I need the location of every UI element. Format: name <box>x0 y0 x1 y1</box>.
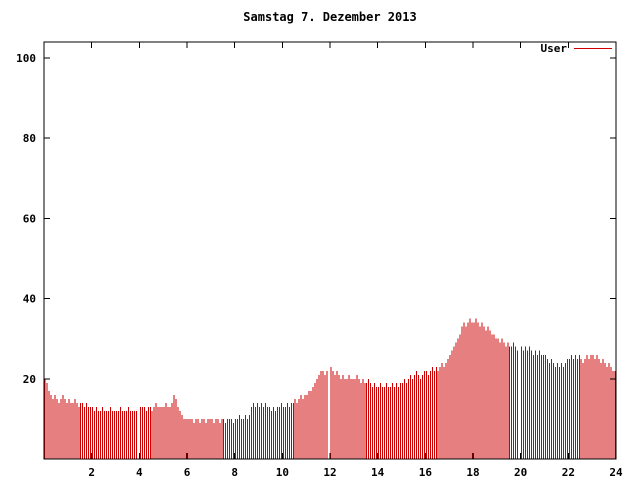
x-tick-label: 4 <box>136 466 143 479</box>
y-tick-label: 20 <box>23 373 36 386</box>
legend: User <box>540 42 612 55</box>
chart-title: Samstag 7. Dezember 2013 <box>243 10 417 24</box>
legend-label: User <box>540 42 568 55</box>
y-tick-label: 60 <box>23 212 36 225</box>
plot-border <box>43 41 617 460</box>
y-tick-label: 80 <box>23 132 36 145</box>
x-tick-label: 20 <box>514 466 527 479</box>
x-tick-label: 14 <box>371 466 385 479</box>
x-tick-label: 8 <box>231 466 238 479</box>
x-tick-label: 18 <box>466 466 479 479</box>
x-tick-label: 24 <box>609 466 623 479</box>
x-tick-label: 10 <box>276 466 289 479</box>
y-tick-label: 40 <box>23 293 36 306</box>
x-tick-label: 6 <box>184 466 191 479</box>
x-tick-label: 16 <box>419 466 433 479</box>
x-tick-label: 12 <box>323 466 336 479</box>
x-tick-label: 22 <box>562 466 575 479</box>
y-tick-label: 100 <box>16 52 36 65</box>
x-tick-label: 2 <box>88 466 95 479</box>
legend-line-sample <box>574 48 612 49</box>
